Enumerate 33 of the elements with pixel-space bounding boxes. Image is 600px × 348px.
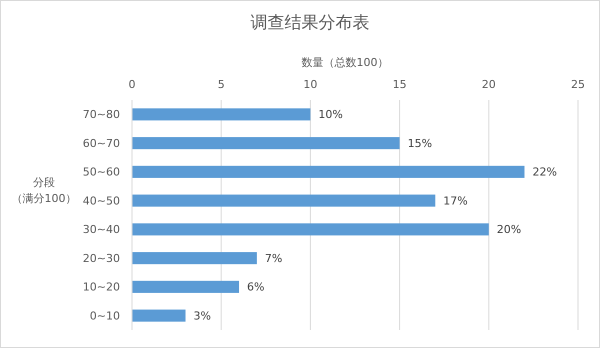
data-label: 15% bbox=[408, 136, 432, 150]
x-tick-label: 25 bbox=[571, 78, 585, 91]
x-tick-label: 5 bbox=[218, 78, 225, 91]
x-tick-label: 20 bbox=[482, 78, 496, 91]
data-label: 7% bbox=[264, 252, 282, 265]
y-tick-label: 70~80 bbox=[82, 108, 120, 122]
x-tick-label: 15 bbox=[392, 78, 407, 91]
y-tick-label: 20~30 bbox=[82, 252, 120, 265]
bar bbox=[132, 280, 240, 293]
bar bbox=[132, 252, 257, 264]
x-tick-label: 10 bbox=[303, 78, 318, 91]
data-label: 3% bbox=[194, 309, 211, 322]
bar bbox=[132, 108, 310, 120]
data-label: 17% bbox=[443, 194, 468, 208]
bar bbox=[132, 223, 489, 236]
bar bbox=[132, 137, 400, 150]
bar bbox=[132, 166, 524, 178]
x-axis-title: 数量（总数100） bbox=[302, 56, 388, 69]
data-label: 6% bbox=[247, 280, 264, 294]
data-label: 20% bbox=[496, 223, 522, 236]
chart-title: 调查结果分布表 bbox=[250, 13, 370, 33]
y-tick-label: 60~70 bbox=[82, 136, 120, 150]
y-tick-label: 0~10 bbox=[90, 309, 120, 322]
y-tick-label: 10~20 bbox=[82, 280, 120, 294]
bar bbox=[132, 310, 186, 322]
y-tick-label: 50~60 bbox=[82, 166, 120, 179]
y-axis-title: 分段（满分100） bbox=[12, 176, 76, 205]
y-tick-label: 40~50 bbox=[82, 194, 120, 208]
data-label: 22% bbox=[532, 166, 557, 179]
x-tick-label: 0 bbox=[128, 78, 136, 91]
bar bbox=[132, 194, 436, 207]
y-tick-label: 30~40 bbox=[82, 223, 120, 236]
data-label: 10% bbox=[318, 108, 343, 122]
